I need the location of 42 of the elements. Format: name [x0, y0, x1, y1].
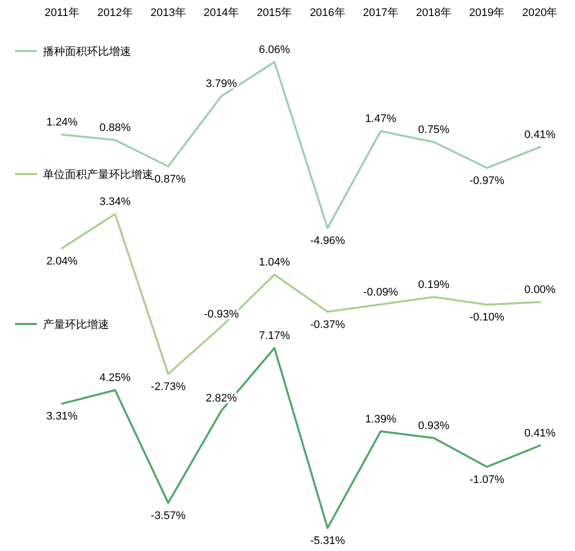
data-label: 3.31% — [46, 410, 78, 423]
data-label: 1.24% — [46, 116, 78, 129]
data-label: -4.96% — [310, 235, 346, 247]
x-tick-label: 2011年 — [44, 7, 80, 19]
data-label: 4.25% — [100, 372, 131, 384]
x-tick-label: 2018年 — [416, 7, 452, 19]
data-label: -2.73% — [150, 381, 186, 393]
legend-label: 单位面积产量环比增速 — [43, 168, 153, 181]
data-label: 3.34% — [100, 196, 131, 208]
data-label: 1.39% — [365, 413, 396, 426]
data-label: 0.93% — [418, 420, 450, 432]
data-label: 0.75% — [418, 124, 450, 136]
data-label: -0.37% — [310, 318, 346, 331]
x-tick-label: 2017年 — [362, 7, 398, 19]
data-label: 0.41% — [524, 428, 556, 440]
data-label: -0.10% — [469, 312, 505, 324]
legend-label: 产量环比增速 — [43, 318, 109, 331]
x-tick-label: 2012年 — [97, 7, 133, 19]
data-label: 7.17% — [258, 330, 290, 342]
x-tick-label: 2019年 — [469, 7, 505, 19]
data-label: -0.93% — [204, 308, 239, 321]
legend-label: 播种面积环比增速 — [43, 45, 131, 58]
data-label: 0.41% — [524, 129, 556, 142]
x-tick-label: 2013年 — [150, 7, 186, 19]
data-label: 1.47% — [365, 113, 396, 126]
data-label: 6.06% — [258, 44, 290, 56]
data-label: 0.19% — [418, 279, 450, 292]
data-label: -0.87% — [150, 173, 186, 186]
data-label: 0.88% — [100, 122, 131, 134]
x-tick-label: 2020年 — [522, 7, 558, 19]
data-label: -3.57% — [150, 510, 186, 522]
x-tick-label: 2016年 — [310, 7, 346, 19]
data-label: 1.04% — [258, 256, 290, 269]
data-label: -0.97% — [469, 174, 505, 187]
data-label: 2.04% — [46, 255, 78, 268]
x-tick-label: 2014年 — [204, 7, 240, 19]
data-label: 0.00% — [524, 284, 556, 296]
data-label: -1.07% — [469, 474, 505, 486]
x-tick-label: 2015年 — [256, 7, 292, 19]
data-label: -5.31% — [310, 535, 346, 547]
data-label: 3.79% — [206, 78, 238, 90]
data-label: -0.09% — [363, 286, 398, 298]
